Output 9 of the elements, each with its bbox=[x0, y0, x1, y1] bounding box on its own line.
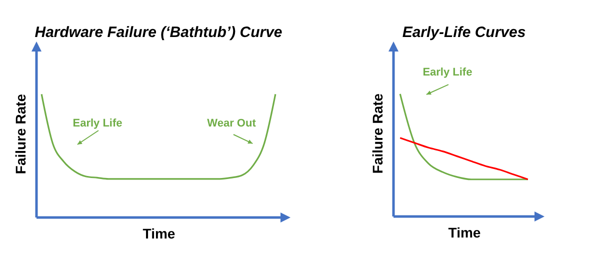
y-axis-title: Failure Rate bbox=[12, 94, 28, 174]
y-axis-title: Failure Rate bbox=[370, 93, 386, 174]
chart-title: Hardware Failure (‘Bathtub’) Curve bbox=[34, 24, 282, 41]
chart-title: Early-Life Curves bbox=[402, 24, 526, 41]
x-axis-title: Time bbox=[142, 226, 176, 242]
annotation: Early Life bbox=[72, 117, 122, 130]
text: Early Life bbox=[422, 66, 472, 78]
annotation: Wear Out bbox=[207, 117, 256, 130]
x-axis-title: Time bbox=[448, 224, 481, 240]
